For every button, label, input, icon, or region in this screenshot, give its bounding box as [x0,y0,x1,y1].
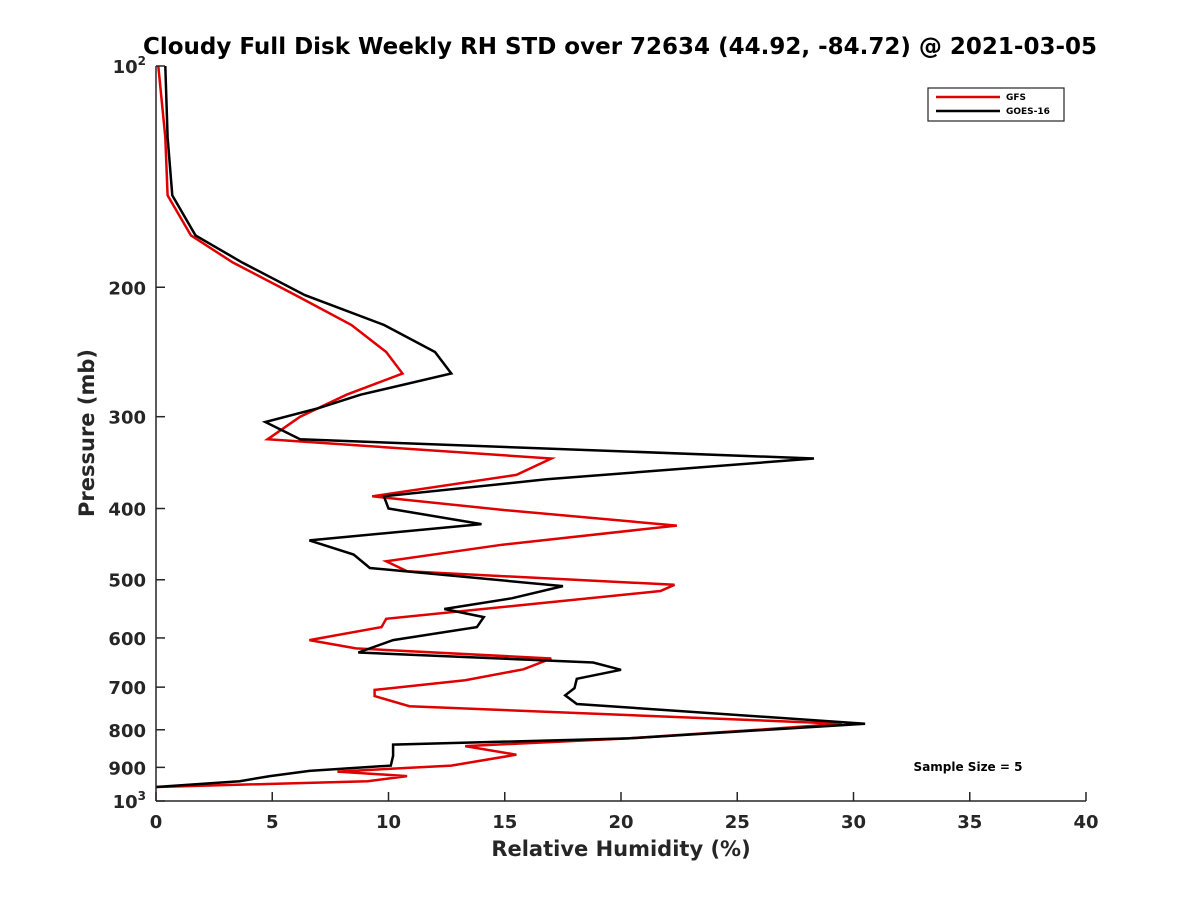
x-tick-label: 40 [1073,812,1098,833]
legend-label-goes16: GOES-16 [1006,107,1050,117]
y-axis-ticks: 102 200 300 400 500 600 700 800 900 103 [108,54,165,813]
sample-size-annotation: Sample Size = 5 [914,760,1023,774]
legend-label-gfs: GFS [1006,93,1026,103]
x-tick-label: 25 [725,812,750,833]
y-tick-label: 700 [108,678,146,699]
x-tick-label: 0 [150,812,163,833]
plot-lines [155,65,866,789]
legend: GFS GOES-16 [927,87,1065,122]
y-tick-label: 103 [113,789,146,813]
legend-box [927,87,1065,122]
chart-title: Cloudy Full Disk Weekly RH STD over 7263… [143,34,1097,60]
y-tick-label: 200 [108,278,146,299]
x-tick-label: 15 [492,812,517,833]
y-tick-label: 800 [108,721,146,742]
series-line-goes16 [155,65,866,789]
x-tick-label: 20 [608,812,633,833]
x-tick-label: 5 [266,812,279,833]
x-tick-label: 30 [841,812,866,833]
x-tick-label: 35 [957,812,982,833]
x-axis-label: Relative Humidity (%) [491,837,750,861]
y-axis-label: Pressure (mb) [75,349,99,517]
y-tick-label: 102 [113,54,146,78]
x-axis-ticks: 0 5 10 15 20 25 30 35 40 [150,792,1099,833]
y-tick-label: 600 [108,629,146,650]
y-tick-label: 500 [108,571,146,592]
x-tick-label: 10 [376,812,401,833]
y-tick-label: 300 [108,408,146,429]
y-tick-label: 400 [108,500,146,521]
y-tick-label: 900 [108,758,146,779]
